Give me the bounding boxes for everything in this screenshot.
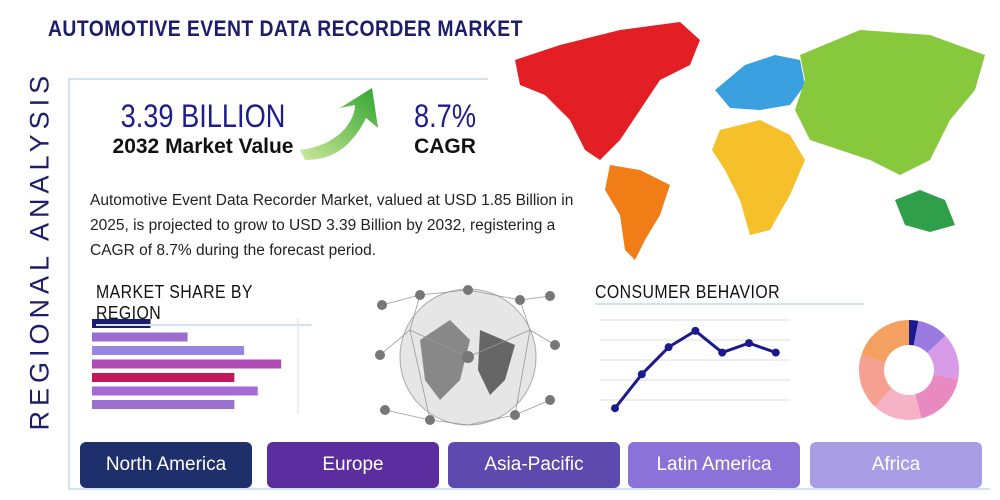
description: Automotive Event Data Recorder Market, v… (90, 192, 574, 259)
donut-segment (927, 335, 960, 380)
stat-block: 8.7% CAGR (390, 98, 500, 159)
point (637, 370, 646, 379)
stat-value: 8.7% (414, 98, 476, 134)
globe-network (375, 285, 560, 426)
donut-segment (874, 388, 922, 420)
stat-label: CAGR (414, 135, 476, 158)
point (664, 343, 673, 352)
mini-charts (92, 318, 960, 420)
point (745, 339, 753, 348)
region-button[interactable]: Europe (267, 442, 439, 488)
donut-segment (861, 320, 909, 363)
bar (92, 319, 151, 328)
world-map (515, 22, 985, 260)
frame (68, 78, 990, 490)
region-button[interactable]: Asia-Pacific (448, 442, 620, 488)
point (771, 348, 780, 357)
section-title: CONSUMER BEHAVIOR (595, 282, 864, 305)
donut-segment (909, 320, 919, 346)
bar (92, 400, 235, 409)
stat-block: 3.39 BILLION 2032 Market Value (98, 98, 308, 159)
side-label: REGIONAL ANALYSIS (24, 70, 55, 431)
frame-top (68, 78, 488, 80)
bar (92, 373, 235, 382)
bar (92, 386, 258, 396)
donut-segment (858, 354, 892, 407)
stat-value: 3.39 BILLION (120, 98, 286, 134)
donut-segment (913, 320, 946, 353)
growth-arrow (300, 88, 378, 160)
point (611, 404, 619, 413)
region-button[interactable]: North America (80, 442, 252, 488)
point (691, 326, 700, 335)
bar (92, 346, 245, 355)
page-title: AUTOMOTIVE EVENT DATA RECORDER MARKET (48, 16, 523, 41)
region-button[interactable]: Latin America (628, 442, 800, 488)
bar (92, 332, 188, 342)
bar (92, 359, 282, 369)
stat-label: 2032 Market Value (112, 135, 294, 158)
section-title: MARKET SHARE BY REGION (96, 282, 312, 326)
donut-segment (915, 374, 959, 419)
point (718, 348, 727, 357)
region-button[interactable]: Africa (810, 442, 982, 488)
